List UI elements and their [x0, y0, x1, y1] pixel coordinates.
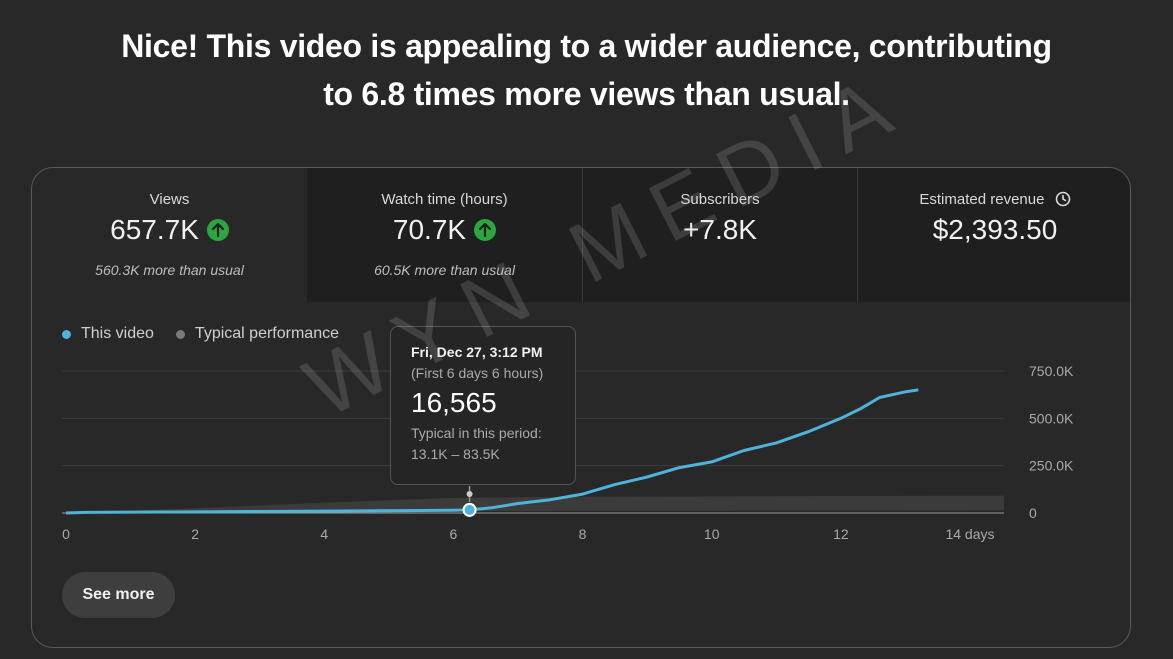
- highlight-point: [462, 502, 477, 517]
- metric-value: 70.7K: [392, 214, 467, 245]
- legend-label: This video: [81, 325, 154, 342]
- x-tick-label: 6: [450, 526, 458, 542]
- tooltip-connector-dot: [466, 491, 473, 497]
- this-video-line: [65, 388, 919, 515]
- metric-title: Subscribers: [680, 191, 760, 208]
- legend-this-video[interactable]: This video: [62, 325, 154, 343]
- tooltip-typical-range: 13.1K – 83.5K: [411, 446, 500, 462]
- chart-tooltip: Fri, Dec 27, 3:12 PM (First 6 days 6 hou…: [390, 326, 576, 485]
- headline: Nice! This video is appealing to a wider…: [0, 22, 1173, 118]
- metric-title: Estimated revenue: [858, 191, 1130, 211]
- legend-typical[interactable]: Typical performance: [175, 325, 339, 343]
- clock-icon: [1055, 191, 1071, 211]
- x-tick-label: 8: [579, 526, 587, 542]
- tooltip-typical-label: Typical in this period:: [411, 425, 542, 441]
- metric-watch-time[interactable]: Watch time (hours) 70.7K 60.5K more than…: [307, 168, 582, 302]
- x-tick-label: 2: [191, 526, 199, 542]
- metric-value: 657.7K: [110, 214, 199, 245]
- metric-value: $2,393.50: [932, 214, 1058, 245]
- metric-sub: 560.3K more than usual: [95, 262, 244, 278]
- legend-label: Typical performance: [194, 325, 339, 342]
- headline-line-2: to 6.8 times more views than usual.: [323, 76, 850, 112]
- y-tick-label: 250.0K: [1029, 458, 1074, 474]
- metric-views[interactable]: Views 657.7K 560.3K more than usual: [32, 168, 307, 302]
- y-tick-label: 500.0K: [1029, 410, 1074, 426]
- see-more-button[interactable]: See more: [62, 572, 175, 618]
- metrics-row: Views 657.7K 560.3K more than usual Watc…: [32, 168, 1130, 302]
- views-chart[interactable]: 0 250.0K 500.0K 750.0K 0 2 4 6 8 10 12 14 days: [32, 168, 1131, 568]
- y-tick-label: 750.0K: [1029, 363, 1074, 379]
- x-tick-label: 12: [833, 526, 849, 542]
- metric-estimated-revenue[interactable]: Estimated revenue $2,393.50: [857, 168, 1130, 302]
- tooltip-value: 16,565: [411, 387, 497, 418]
- x-tick-label: 14 days: [945, 526, 994, 542]
- metric-title-text: Estimated revenue: [919, 191, 1045, 208]
- typical-performance-band: [66, 495, 1004, 513]
- metric-value: +7.8K: [683, 214, 757, 245]
- arrow-up-icon: [474, 219, 497, 241]
- x-tick-label: 10: [704, 526, 720, 542]
- metric-sub: 60.5K more than usual: [374, 262, 515, 278]
- chart-legend: This video Typical performance: [62, 325, 339, 343]
- tooltip-period: (First 6 days 6 hours): [411, 365, 544, 381]
- metric-title: Watch time (hours): [381, 191, 508, 208]
- y-tick-label: 0: [1029, 505, 1037, 521]
- x-tick-label: 4: [320, 526, 328, 542]
- headline-line-1: Nice! This video is appealing to a wider…: [121, 28, 1052, 64]
- legend-dot-typical: [175, 329, 185, 339]
- arrow-up-icon: [206, 219, 229, 241]
- tooltip-date: Fri, Dec 27, 3:12 PM: [411, 344, 543, 360]
- legend-dot-this-video: [62, 329, 71, 339]
- metric-title: Views: [149, 191, 190, 208]
- metric-subscribers[interactable]: Subscribers +7.8K: [582, 168, 857, 302]
- x-tick-label: 0: [62, 526, 70, 542]
- analytics-card: Views 657.7K 560.3K more than usual Watc…: [31, 167, 1131, 648]
